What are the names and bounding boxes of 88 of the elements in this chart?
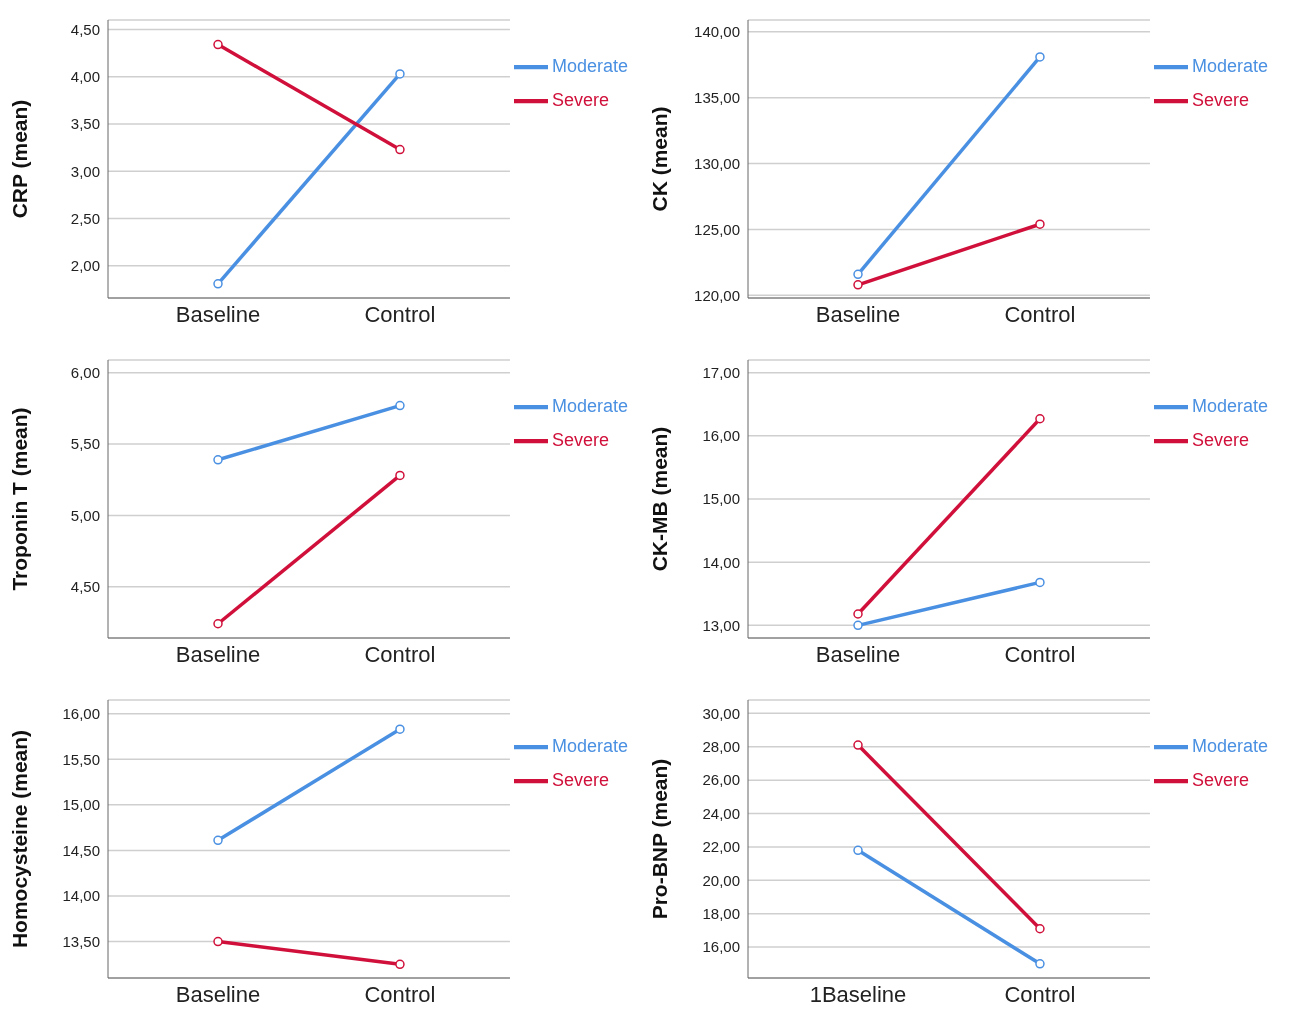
point bbox=[1035, 924, 1045, 934]
y-tick-label: 14,00 bbox=[702, 553, 740, 571]
point bbox=[853, 845, 863, 856]
legend-label: Moderate bbox=[551, 55, 628, 76]
legend-label: Severe bbox=[551, 429, 609, 450]
y-tick-label: 18,00 bbox=[702, 905, 740, 923]
point bbox=[395, 959, 405, 970]
y-tick-label: 3,50 bbox=[70, 115, 100, 133]
legend-label: Severe bbox=[551, 769, 609, 790]
x-tick-label: Control bbox=[364, 981, 436, 1007]
x-tick-label: Baseline bbox=[815, 301, 901, 327]
legend-label: Moderate bbox=[551, 735, 628, 756]
y-tick-label: 22,00 bbox=[702, 838, 740, 856]
x-tick-label: Control bbox=[364, 301, 436, 327]
y-tick-label: 28,00 bbox=[702, 738, 740, 756]
point bbox=[395, 724, 405, 734]
y-tick-label: 14,50 bbox=[62, 841, 100, 859]
x-tick-label: Control bbox=[1004, 641, 1076, 667]
y-tick-label: 20,00 bbox=[702, 871, 740, 889]
y-tick-label: 30,00 bbox=[702, 704, 740, 722]
point bbox=[1035, 577, 1045, 588]
legend-label: Moderate bbox=[1191, 55, 1268, 76]
legend-label: Severe bbox=[551, 89, 609, 110]
point bbox=[1035, 959, 1045, 969]
y-axis-title: CK (mean) bbox=[648, 106, 672, 212]
x-tick-label: Baseline bbox=[175, 301, 261, 327]
point bbox=[1035, 52, 1045, 62]
y-tick-label: 4,50 bbox=[70, 20, 100, 38]
y-tick-label: 13,00 bbox=[702, 616, 740, 634]
x-tick-label: Baseline bbox=[175, 641, 261, 667]
x-tick-label: 1Baseline bbox=[809, 981, 907, 1007]
point bbox=[853, 269, 863, 280]
legend-label: Moderate bbox=[551, 395, 628, 416]
y-axis-title: Homocysteine (mean) bbox=[8, 729, 32, 949]
y-axis-title: Pro-BNP (mean) bbox=[648, 758, 672, 920]
y-tick-label: 2,50 bbox=[70, 209, 100, 227]
point bbox=[395, 144, 405, 155]
y-tick-label: 13,50 bbox=[62, 932, 100, 950]
point bbox=[395, 69, 405, 79]
y-tick-label: 3,00 bbox=[70, 162, 100, 180]
y-axis-title: CRP (mean) bbox=[8, 99, 32, 219]
point bbox=[395, 470, 405, 481]
y-tick-label: 2,00 bbox=[70, 257, 100, 275]
y-tick-label: 16,00 bbox=[702, 427, 740, 445]
y-tick-label: 140,00 bbox=[694, 23, 740, 41]
y-tick-label: 120,00 bbox=[694, 286, 740, 304]
point bbox=[395, 400, 405, 411]
y-axis-title: CK-MB (mean) bbox=[648, 426, 672, 572]
x-tick-label: Control bbox=[1004, 981, 1076, 1007]
point bbox=[213, 618, 223, 629]
y-tick-label: 16,00 bbox=[62, 705, 100, 722]
y-tick-label: 125,00 bbox=[694, 220, 740, 238]
y-tick-label: 26,00 bbox=[702, 771, 740, 789]
legend-label: Severe bbox=[1191, 89, 1249, 110]
y-tick-label: 16,00 bbox=[702, 938, 740, 956]
x-tick-label: Baseline bbox=[175, 981, 261, 1007]
point bbox=[1035, 414, 1045, 424]
point bbox=[213, 279, 223, 289]
y-tick-label: 5,00 bbox=[70, 506, 100, 524]
point bbox=[853, 620, 863, 631]
y-tick-label: 5,50 bbox=[70, 435, 100, 453]
y-tick-label: 14,00 bbox=[62, 887, 100, 905]
y-tick-label: 15,00 bbox=[62, 796, 100, 814]
point bbox=[213, 835, 223, 846]
legend-label: Moderate bbox=[1191, 735, 1268, 756]
point bbox=[213, 39, 223, 50]
y-tick-label: 4,50 bbox=[70, 578, 100, 595]
y-tick-label: 17,00 bbox=[702, 363, 740, 381]
y-axis-title: Troponin T (mean) bbox=[8, 407, 32, 591]
legend-label: Severe bbox=[1191, 429, 1249, 450]
y-tick-label: 4,00 bbox=[70, 68, 100, 86]
legend-label: Moderate bbox=[1191, 395, 1268, 416]
point bbox=[213, 455, 223, 465]
point bbox=[1035, 219, 1045, 229]
y-tick-label: 130,00 bbox=[694, 154, 740, 172]
y-tick-label: 6,00 bbox=[70, 364, 100, 382]
point bbox=[213, 936, 223, 947]
point bbox=[853, 280, 863, 290]
y-tick-label: 24,00 bbox=[702, 804, 740, 822]
point bbox=[853, 740, 863, 750]
y-tick-label: 15,00 bbox=[702, 490, 740, 508]
x-tick-label: Baseline bbox=[815, 641, 901, 667]
y-tick-label: 15,50 bbox=[62, 750, 100, 768]
x-tick-label: Control bbox=[1004, 301, 1076, 327]
x-tick-label: Control bbox=[364, 641, 436, 667]
point bbox=[853, 609, 863, 619]
legend-label: Severe bbox=[1191, 769, 1249, 790]
y-tick-label: 135,00 bbox=[694, 89, 740, 107]
